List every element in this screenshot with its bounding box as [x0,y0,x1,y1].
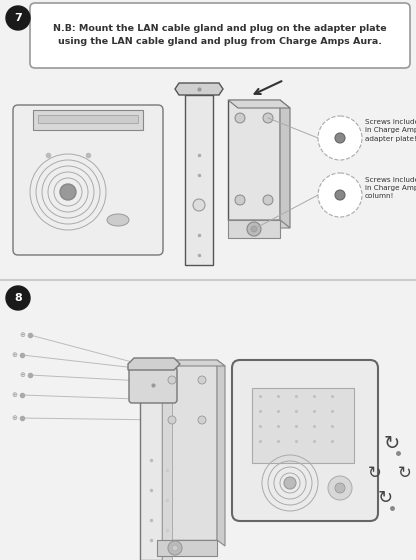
Text: ↻: ↻ [398,464,412,482]
Circle shape [198,376,206,384]
Bar [157,540,217,556]
Bar [185,95,213,265]
Circle shape [251,226,257,232]
Text: 8: 8 [14,293,22,303]
Polygon shape [228,220,290,228]
Text: 7: 7 [14,13,22,23]
Bar [228,220,280,238]
Polygon shape [128,358,180,370]
Circle shape [172,545,178,551]
Circle shape [168,416,176,424]
Circle shape [284,477,296,489]
Text: ↻: ↻ [377,489,393,507]
FancyBboxPatch shape [129,367,177,403]
Circle shape [247,222,261,236]
Circle shape [168,376,176,384]
Bar [38,115,138,123]
Text: N.B: Mount the LAN cable gland and plug on the adapter plate
using the LAN cable: N.B: Mount the LAN cable gland and plug … [53,24,387,46]
Text: ⊕: ⊕ [19,372,25,378]
Bar [252,388,354,463]
Polygon shape [280,100,290,228]
Circle shape [335,133,345,143]
Circle shape [235,195,245,205]
Bar [162,380,172,560]
Circle shape [6,286,30,310]
Text: Screws included
in Charge Amps
column!: Screws included in Charge Amps column! [365,176,416,199]
FancyBboxPatch shape [232,360,378,521]
Polygon shape [217,360,225,546]
Bar [33,110,143,130]
Polygon shape [157,360,225,366]
Circle shape [193,199,205,211]
Circle shape [60,184,76,200]
Text: Screws included
in Charge Amps
adapter plate!: Screws included in Charge Amps adapter p… [365,119,416,142]
Circle shape [263,113,273,123]
Circle shape [6,6,30,30]
Text: ↻: ↻ [368,464,382,482]
Ellipse shape [107,214,129,226]
Circle shape [235,113,245,123]
Circle shape [328,476,352,500]
Text: ⊕: ⊕ [11,392,17,398]
Text: ⊕: ⊕ [19,332,25,338]
Text: ⊕: ⊕ [11,415,17,421]
Text: ↻: ↻ [384,433,400,452]
Circle shape [318,173,362,217]
Circle shape [168,541,182,555]
Bar [157,360,217,540]
Text: ⊕: ⊕ [11,352,17,358]
Circle shape [335,190,345,200]
Circle shape [335,483,345,493]
Circle shape [198,416,206,424]
FancyBboxPatch shape [30,3,410,68]
Circle shape [318,116,362,160]
Polygon shape [175,83,223,95]
Circle shape [263,195,273,205]
Bar [140,380,162,560]
FancyBboxPatch shape [13,105,163,255]
Bar [228,100,280,220]
Polygon shape [228,100,290,108]
